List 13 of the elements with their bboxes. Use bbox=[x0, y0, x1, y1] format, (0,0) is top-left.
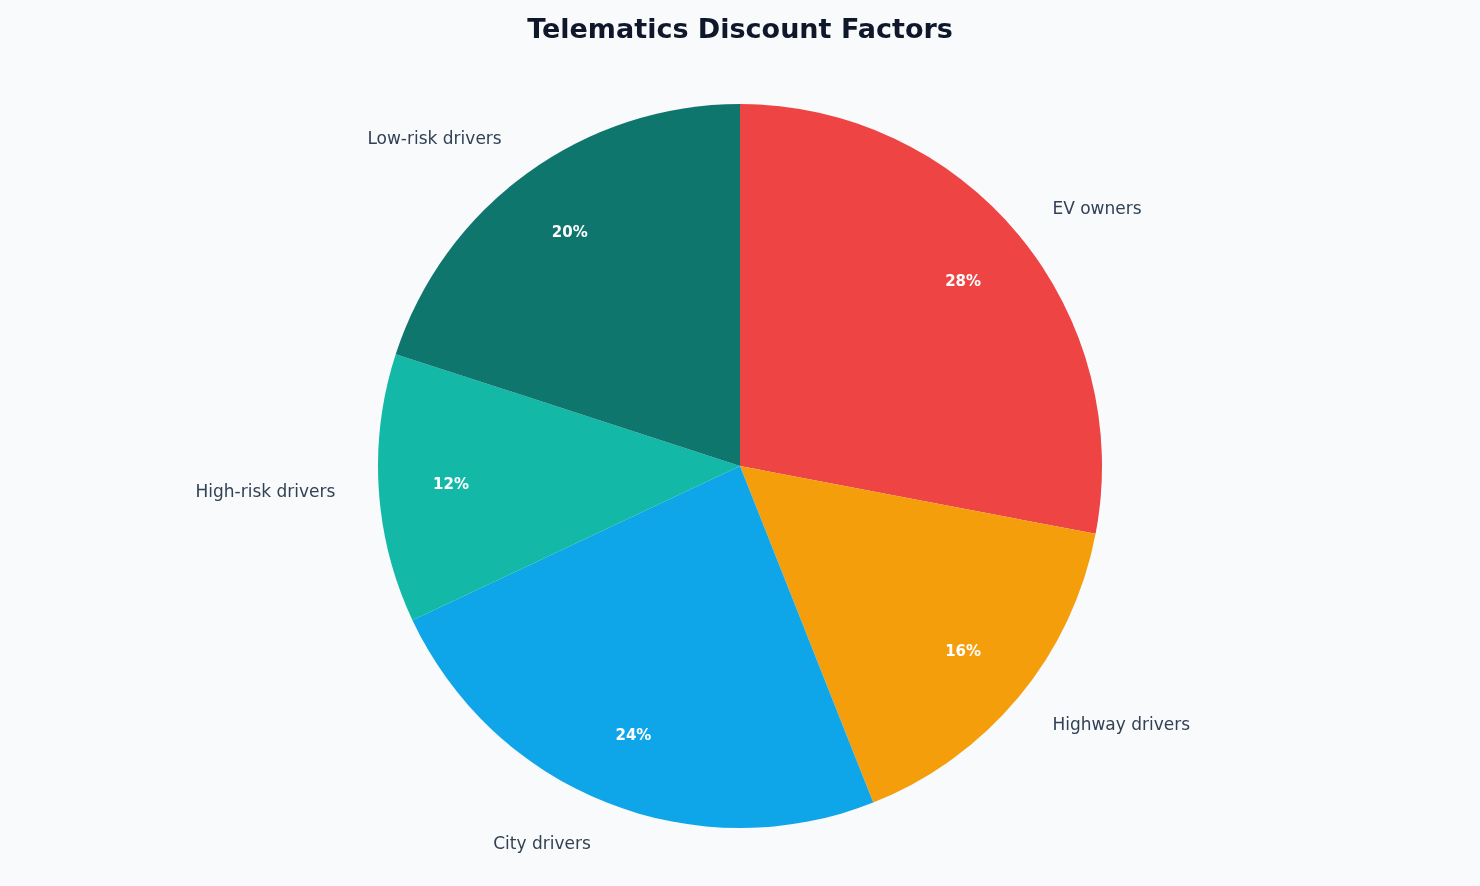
data-label: 16% bbox=[945, 641, 982, 660]
pie-slice bbox=[378, 354, 740, 621]
data-label: 28% bbox=[945, 272, 982, 291]
slice-label: Low-risk drivers bbox=[367, 127, 502, 148]
chart-title: Telematics Discount Factors bbox=[527, 12, 953, 44]
data-label: 24% bbox=[615, 726, 652, 745]
slice-label: Highway drivers bbox=[1052, 714, 1191, 735]
data-label: 20% bbox=[551, 222, 588, 241]
slice-label: High-risk drivers bbox=[195, 481, 336, 502]
pie-slice bbox=[412, 466, 874, 828]
data-label: 12% bbox=[433, 475, 469, 494]
slice-label: EV owners bbox=[1052, 197, 1142, 218]
slice-label: City drivers bbox=[493, 832, 591, 853]
